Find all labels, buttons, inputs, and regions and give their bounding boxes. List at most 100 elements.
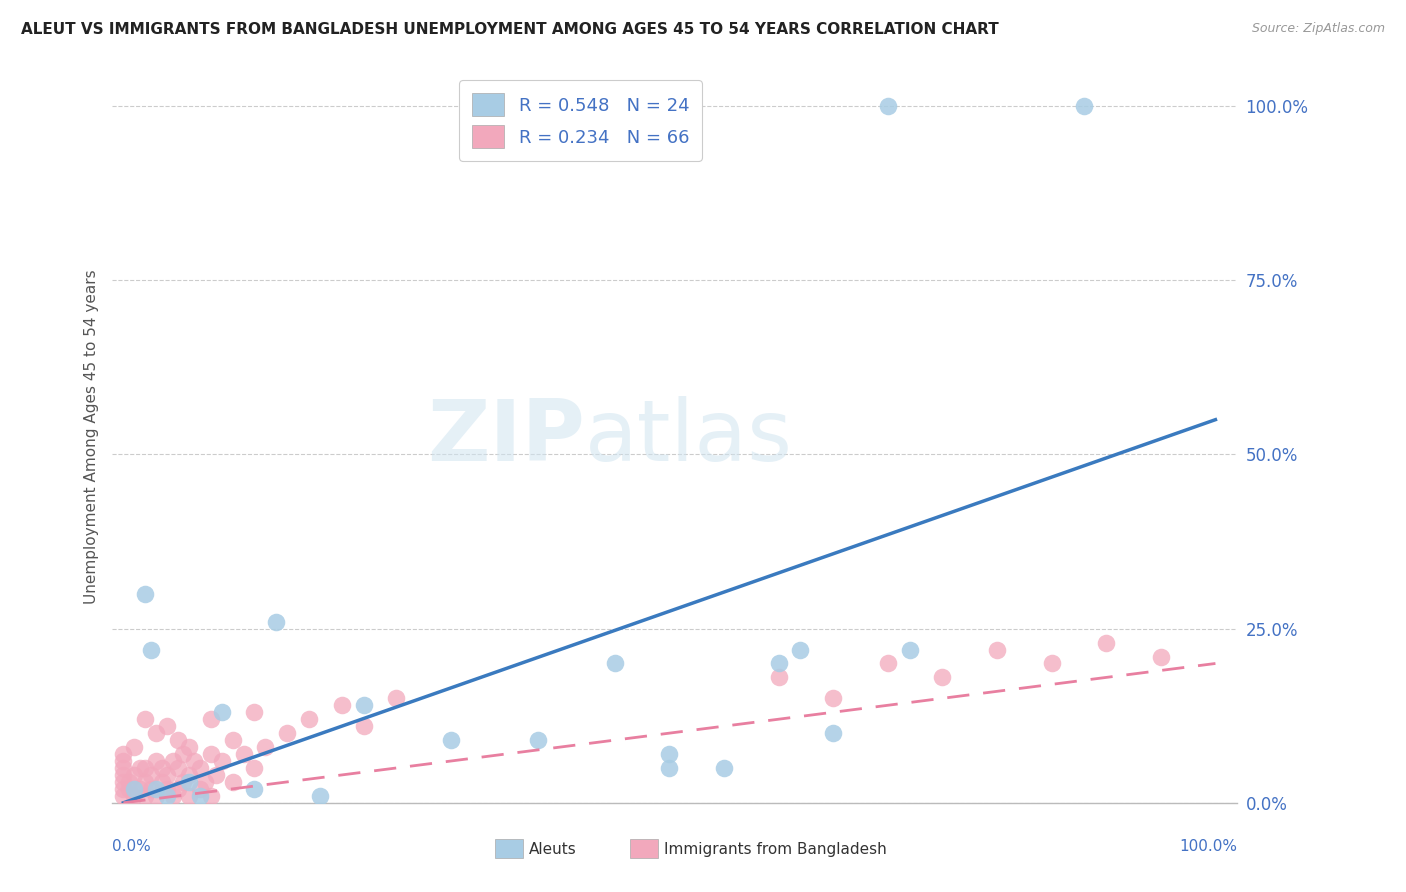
Point	[156, 719, 179, 733]
Point	[177, 775, 200, 789]
Point	[112, 781, 135, 796]
Point	[876, 99, 898, 113]
Point	[276, 726, 298, 740]
Point	[139, 768, 162, 782]
Point	[898, 642, 921, 657]
Point	[188, 781, 211, 796]
Point	[145, 781, 167, 796]
Point	[134, 761, 156, 775]
Point	[167, 781, 190, 796]
Point	[145, 754, 167, 768]
Point	[211, 705, 233, 719]
Point	[145, 789, 167, 803]
Point	[112, 789, 135, 803]
Point	[527, 733, 550, 747]
Point	[205, 768, 228, 782]
Point	[167, 733, 190, 747]
Point	[112, 754, 135, 768]
Legend: R = 0.548   N = 24, R = 0.234   N = 66: R = 0.548 N = 24, R = 0.234 N = 66	[458, 80, 702, 161]
Point	[211, 754, 233, 768]
Point	[243, 761, 266, 775]
Text: 0.0%: 0.0%	[112, 839, 152, 855]
Point	[118, 775, 141, 789]
Point	[309, 789, 332, 803]
Point	[789, 642, 811, 657]
Point	[118, 781, 141, 796]
Point	[156, 768, 179, 782]
Point	[177, 768, 200, 782]
Point	[1095, 635, 1118, 649]
Point	[876, 657, 898, 671]
Text: Immigrants from Bangladesh: Immigrants from Bangladesh	[664, 842, 886, 857]
Point	[353, 719, 375, 733]
Point	[658, 761, 681, 775]
Point	[124, 789, 146, 803]
Y-axis label: Unemployment Among Ages 45 to 54 years: Unemployment Among Ages 45 to 54 years	[83, 269, 98, 605]
Point	[112, 768, 135, 782]
Text: atlas: atlas	[585, 395, 793, 479]
Point	[1150, 649, 1173, 664]
Point	[385, 691, 408, 706]
Point	[194, 775, 217, 789]
Point	[330, 698, 353, 713]
Point	[298, 712, 321, 726]
Point	[658, 747, 681, 761]
Point	[188, 761, 211, 775]
Point	[124, 768, 146, 782]
Text: ALEUT VS IMMIGRANTS FROM BANGLADESH UNEMPLOYMENT AMONG AGES 45 TO 54 YEARS CORRE: ALEUT VS IMMIGRANTS FROM BANGLADESH UNEM…	[21, 22, 998, 37]
Point	[243, 781, 266, 796]
Point	[713, 761, 735, 775]
Point	[150, 775, 173, 789]
Point	[768, 670, 790, 684]
Point	[221, 733, 243, 747]
Point	[243, 705, 266, 719]
Point	[183, 754, 205, 768]
Point	[124, 781, 146, 796]
Point	[266, 615, 288, 629]
Point	[124, 740, 146, 755]
Point	[134, 789, 156, 803]
Point	[177, 789, 200, 803]
Point	[112, 761, 135, 775]
Point	[986, 642, 1008, 657]
Bar	[630, 839, 658, 858]
Point	[139, 642, 162, 657]
Point	[221, 775, 243, 789]
Point	[353, 698, 375, 713]
Point	[931, 670, 953, 684]
Point	[254, 740, 277, 755]
Point	[150, 761, 173, 775]
Point	[1040, 657, 1063, 671]
Point	[145, 726, 167, 740]
Point	[167, 761, 190, 775]
Point	[440, 733, 463, 747]
Point	[1073, 99, 1095, 113]
Point	[172, 775, 194, 789]
Bar	[495, 839, 523, 858]
Point	[112, 747, 135, 761]
Point	[768, 657, 790, 671]
Point	[139, 781, 162, 796]
Point	[112, 775, 135, 789]
Point	[134, 712, 156, 726]
Point	[128, 781, 150, 796]
Point	[172, 747, 194, 761]
Point	[603, 657, 626, 671]
Text: ZIP: ZIP	[427, 395, 585, 479]
Point	[134, 587, 156, 601]
Point	[162, 754, 184, 768]
Point	[200, 789, 222, 803]
Point	[128, 761, 150, 775]
Point	[177, 740, 200, 755]
Text: Source: ZipAtlas.com: Source: ZipAtlas.com	[1251, 22, 1385, 36]
Point	[156, 781, 179, 796]
Point	[134, 775, 156, 789]
Text: Aleuts: Aleuts	[529, 842, 576, 857]
Point	[823, 726, 845, 740]
Point	[200, 747, 222, 761]
Text: 100.0%: 100.0%	[1180, 839, 1237, 855]
Point	[188, 789, 211, 803]
Point	[823, 691, 845, 706]
Point	[156, 789, 179, 803]
Point	[232, 747, 254, 761]
